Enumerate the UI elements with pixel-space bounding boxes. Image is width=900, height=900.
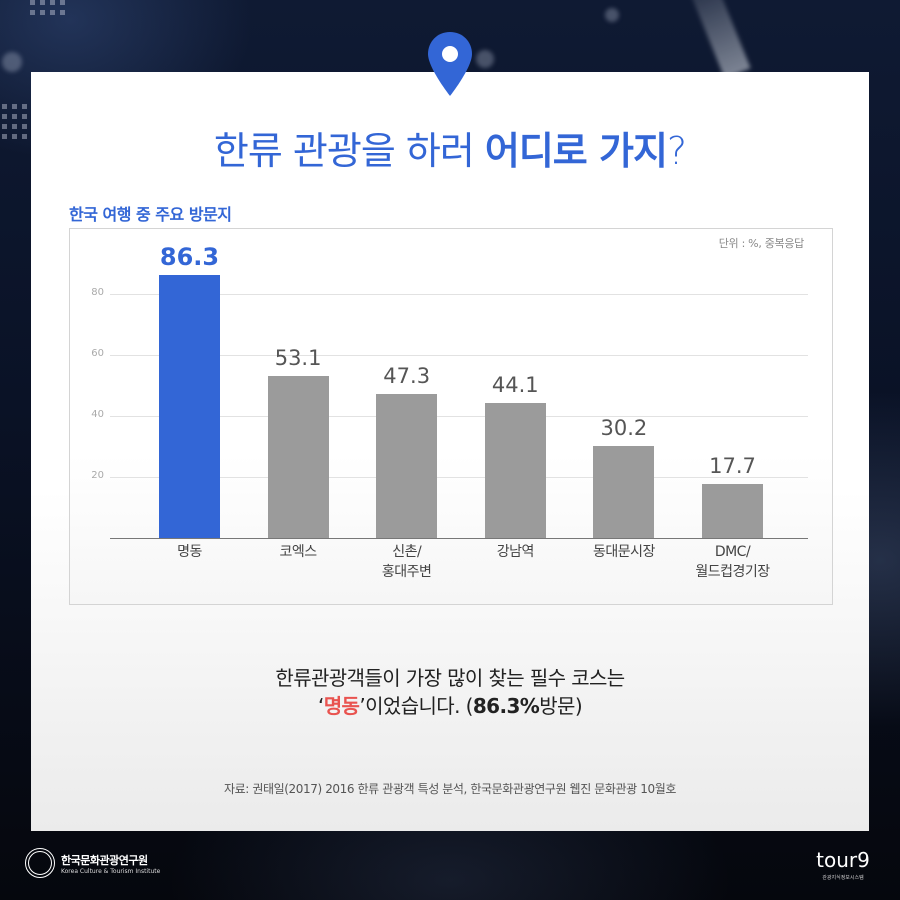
x-category-label: 명동 xyxy=(177,544,202,560)
page-title: 한류 관광을 하러 어디로 가지? xyxy=(0,120,900,175)
bar-value-label: 86.3 xyxy=(159,242,220,271)
summary-highlight: 명동 xyxy=(323,694,360,718)
background-dot-grid xyxy=(2,104,27,139)
background-light-beam xyxy=(691,0,751,79)
title-light: 한류 관광을 하러 xyxy=(213,129,485,173)
kcti-logo-kr: 한국문화관광연구원 xyxy=(61,853,148,867)
unit-note: 단위 : %, 중복응답 xyxy=(718,237,805,250)
bar xyxy=(593,445,655,538)
bar-value-label: 47.3 xyxy=(383,363,431,388)
tour9-sub: 관광지식정보시스템 xyxy=(822,875,864,881)
background-light-dot xyxy=(476,50,494,68)
summary-line-1: 한류관광객들이 가장 많이 찾는 필수 코스는 xyxy=(275,666,625,690)
x-category-label: 코엑스 xyxy=(279,544,318,560)
title-bold: 어디로 가지 xyxy=(484,129,668,173)
bar xyxy=(267,376,329,538)
kcti-logo-en: Korea Culture & Tourism Institute xyxy=(61,867,161,875)
x-category-label: DMC/ 월드컵경기장 xyxy=(695,544,770,580)
y-tick-label: 80 xyxy=(91,287,104,298)
kcti-logo: 한국문화관광연구원 Korea Culture & Tourism Instit… xyxy=(25,848,160,878)
summary-text: 한류관광객들이 가장 많이 찾는 필수 코스는 ‘명동’이었습니다. (86.3… xyxy=(0,664,900,720)
bar xyxy=(484,403,546,538)
gridline xyxy=(110,477,808,478)
bar xyxy=(702,484,763,538)
bar-value-label: 44.1 xyxy=(491,373,539,398)
y-tick-label: 60 xyxy=(91,348,104,359)
background-dot-grid xyxy=(30,0,65,15)
x-category-label: 신촌/ 홍대주변 xyxy=(381,544,432,580)
x-axis-baseline xyxy=(110,538,808,539)
map-pin-icon xyxy=(428,32,472,96)
chart-subtitle: 한국 여행 중 주요 방문지 xyxy=(69,205,232,224)
x-category-label: 동대문시장 xyxy=(592,544,655,560)
source-citation: 자료: 권태일(2017) 2016 한류 관광객 특성 분석, 한국문화관광연… xyxy=(224,782,676,796)
title-end: ? xyxy=(666,129,687,173)
quote-open: ‘ xyxy=(317,694,324,718)
summary-stat: 86.3% xyxy=(472,694,540,718)
tour9-logo: tour9 관광지식정보시스템 xyxy=(808,848,878,881)
chart-panel: 단위 : %, 중복응답 20 40 60 80 86.3 명동 53.1 코엑스 47.3 신촌… xyxy=(69,228,833,605)
kcti-ring-icon xyxy=(25,848,55,878)
bar xyxy=(376,393,438,538)
background-light-dot xyxy=(2,52,22,72)
bar xyxy=(159,274,220,538)
bar-value-label: 17.7 xyxy=(709,454,756,478)
y-tick-label: 20 xyxy=(91,470,104,481)
y-tick-label: 40 xyxy=(91,409,104,420)
summary-stat-suffix: 방문) xyxy=(539,694,583,718)
gridline xyxy=(110,416,808,417)
summary-line-2: ‘명동’이었습니다. (86.3%방문) xyxy=(0,692,900,720)
quote-close: ’ xyxy=(359,694,366,718)
gridline xyxy=(110,294,808,295)
bar-value-label: 30.2 xyxy=(600,415,648,440)
x-category-label: 강남역 xyxy=(496,544,535,560)
tour9-brand: tour9 xyxy=(816,848,870,872)
summary-rest: 이었습니다. ( xyxy=(365,694,473,718)
background-light-dot xyxy=(605,8,619,22)
gridline xyxy=(110,355,808,356)
bar-value-label: 53.1 xyxy=(274,346,322,371)
